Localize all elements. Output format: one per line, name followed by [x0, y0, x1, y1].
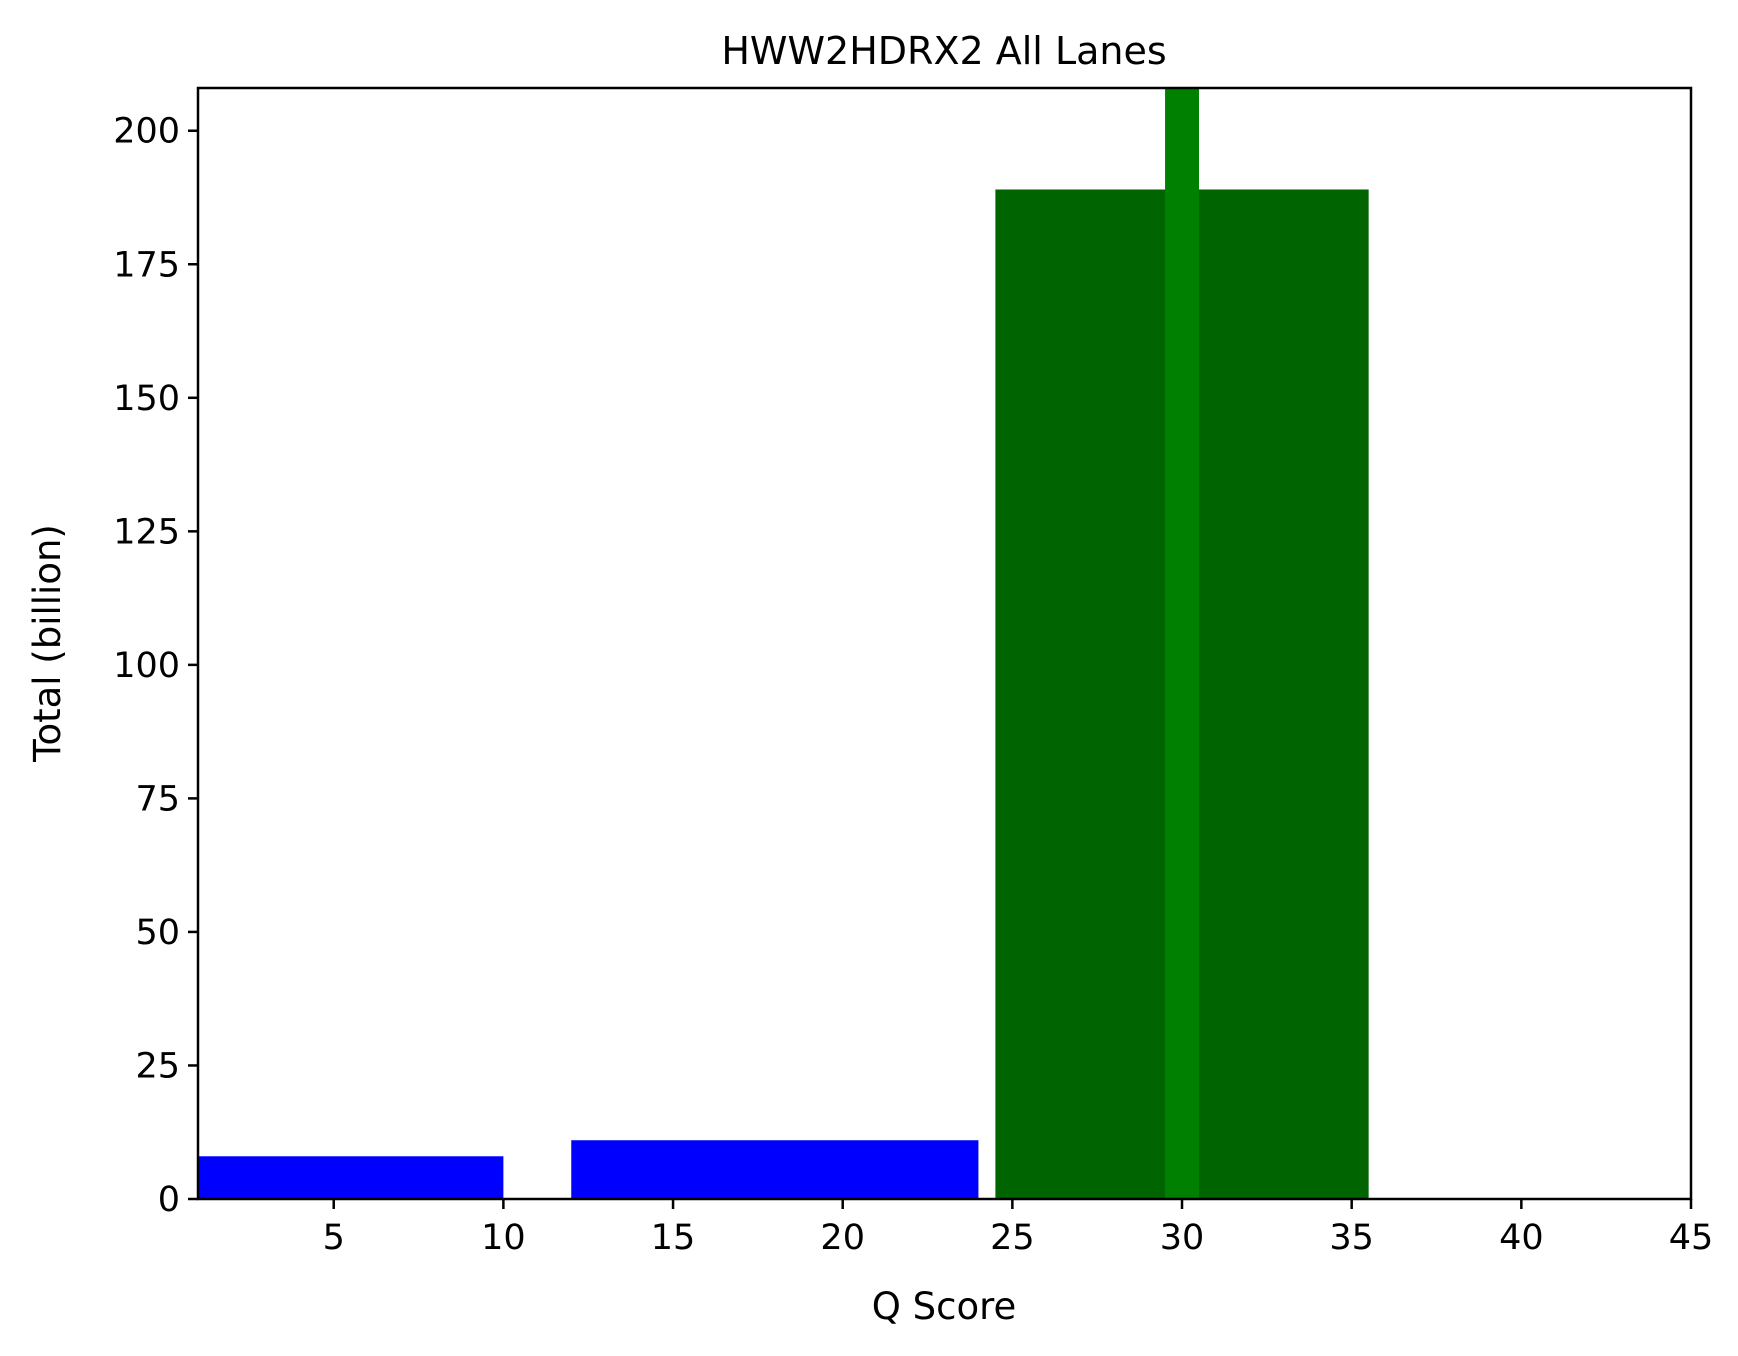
bars-layer — [198, 88, 1369, 1199]
y-tick-label-6: 150 — [113, 379, 180, 419]
plot-frame — [196, 86, 1693, 1201]
y-axis-label: Total (billion) — [26, 524, 69, 763]
x-axis-ticks: 5 10 15 20 25 30 35 40 45 — [323, 1199, 1714, 1258]
y-tick-label-8: 200 — [113, 112, 180, 152]
y-tick-label-7: 175 — [113, 245, 180, 285]
y-tick-label-3: 75 — [135, 779, 180, 819]
y-tick-label-0: 0 — [158, 1180, 180, 1220]
x-tick-label-2: 15 — [651, 1218, 696, 1258]
x-tick-label-8: 45 — [1669, 1218, 1714, 1258]
x-tick-label-0: 5 — [323, 1218, 345, 1258]
bar-0 — [198, 1156, 504, 1199]
x-tick-label-6: 35 — [1329, 1218, 1374, 1258]
y-tick-label-1: 25 — [135, 1046, 180, 1086]
chart-title: HWW2HDRX2 All Lanes — [721, 29, 1166, 73]
bar-3 — [1165, 88, 1199, 1199]
bar-1 — [571, 1140, 979, 1199]
x-axis-label: Q Score — [872, 1285, 1017, 1328]
x-tick-label-7: 40 — [1499, 1218, 1544, 1258]
y-tick-label-5: 125 — [113, 512, 180, 552]
x-tick-label-1: 10 — [481, 1218, 526, 1258]
y-axis-ticks: 0 25 50 75 100 125 150 175 200 — [113, 112, 198, 1220]
x-tick-label-5: 30 — [1160, 1218, 1205, 1258]
x-tick-label-4: 25 — [990, 1218, 1035, 1258]
y-tick-label-4: 100 — [113, 646, 180, 686]
y-tick-label-2: 50 — [135, 913, 180, 953]
x-tick-label-3: 20 — [820, 1218, 865, 1258]
